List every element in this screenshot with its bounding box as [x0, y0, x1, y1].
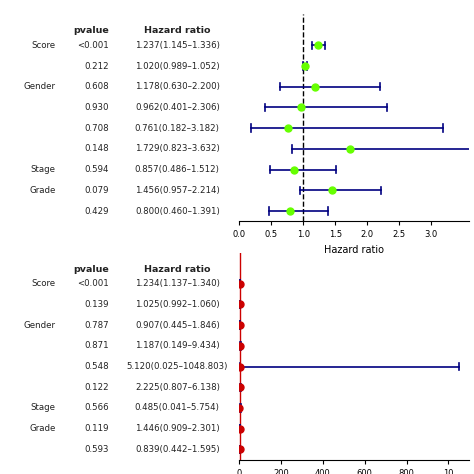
Text: 0.708: 0.708 [85, 124, 109, 133]
Text: 0.761(0.182–3.182): 0.761(0.182–3.182) [135, 124, 220, 133]
Text: Score: Score [31, 41, 55, 50]
Text: 0.608: 0.608 [85, 82, 109, 91]
Text: 1.234(1.137–1.340): 1.234(1.137–1.340) [135, 279, 220, 288]
Text: 1.729(0.823–3.632): 1.729(0.823–3.632) [135, 145, 219, 154]
Text: <0.001: <0.001 [78, 41, 109, 50]
X-axis label: Hazard ratio: Hazard ratio [324, 245, 384, 255]
Text: Grade: Grade [29, 186, 55, 195]
Text: 1.446(0.909–2.301): 1.446(0.909–2.301) [135, 424, 219, 433]
Text: Stage: Stage [30, 403, 55, 412]
Text: 5.120(0.025–1048.803): 5.120(0.025–1048.803) [127, 362, 228, 371]
Text: pvalue: pvalue [73, 26, 109, 35]
Text: 0.594: 0.594 [85, 165, 109, 174]
Text: 0.593: 0.593 [85, 445, 109, 454]
Text: 0.857(0.486–1.512): 0.857(0.486–1.512) [135, 165, 220, 174]
Text: 0.548: 0.548 [85, 362, 109, 371]
Text: 0.485(0.041–5.754): 0.485(0.041–5.754) [135, 403, 220, 412]
Text: Stage: Stage [30, 165, 55, 174]
Text: 0.566: 0.566 [85, 403, 109, 412]
Text: 0.429: 0.429 [85, 207, 109, 216]
Text: 2.225(0.807–6.138): 2.225(0.807–6.138) [135, 383, 220, 392]
Text: 1.237(1.145–1.336): 1.237(1.145–1.336) [135, 41, 220, 50]
Text: 1.178(0.630–2.200): 1.178(0.630–2.200) [135, 82, 220, 91]
Text: 0.839(0.442–1.595): 0.839(0.442–1.595) [135, 445, 219, 454]
Text: 1.187(0.149–9.434): 1.187(0.149–9.434) [135, 341, 219, 350]
Text: 0.122: 0.122 [85, 383, 109, 392]
Text: pvalue: pvalue [73, 264, 109, 273]
Text: Score: Score [31, 279, 55, 288]
Text: 0.930: 0.930 [85, 103, 109, 112]
Text: 0.148: 0.148 [85, 145, 109, 154]
Text: Gender: Gender [23, 82, 55, 91]
Text: 1.025(0.992–1.060): 1.025(0.992–1.060) [135, 300, 219, 309]
Text: Gender: Gender [23, 320, 55, 329]
Text: 0.212: 0.212 [85, 62, 109, 71]
Text: 0.119: 0.119 [85, 424, 109, 433]
Text: 0.871: 0.871 [85, 341, 109, 350]
Text: Hazard ratio: Hazard ratio [144, 264, 210, 273]
Text: Hazard ratio: Hazard ratio [144, 26, 210, 35]
Text: 0.907(0.445–1.846): 0.907(0.445–1.846) [135, 320, 219, 329]
Text: 1.456(0.957–2.214): 1.456(0.957–2.214) [135, 186, 219, 195]
Text: 0.787: 0.787 [85, 320, 109, 329]
Text: 0.139: 0.139 [85, 300, 109, 309]
Text: <0.001: <0.001 [78, 279, 109, 288]
Text: 0.079: 0.079 [85, 186, 109, 195]
Text: 0.962(0.401–2.306): 0.962(0.401–2.306) [135, 103, 219, 112]
Text: 1.020(0.989–1.052): 1.020(0.989–1.052) [135, 62, 219, 71]
Text: 0.800(0.460–1.391): 0.800(0.460–1.391) [135, 207, 219, 216]
Text: Grade: Grade [29, 424, 55, 433]
